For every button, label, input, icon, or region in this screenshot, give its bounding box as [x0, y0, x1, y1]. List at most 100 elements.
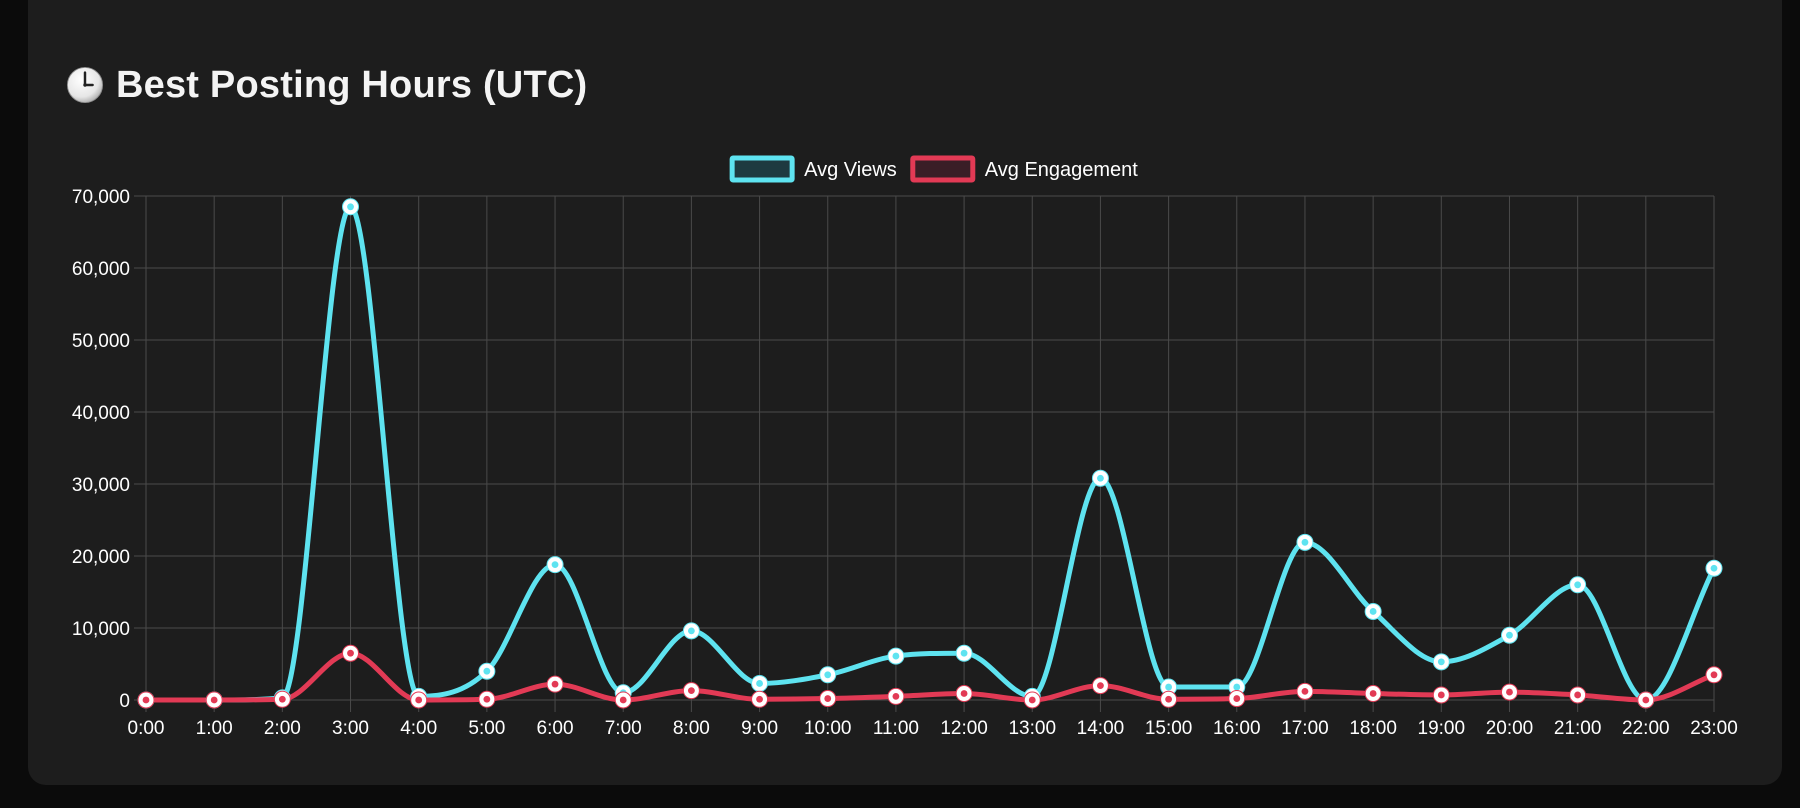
data-point-dot [1233, 695, 1241, 702]
data-point[interactable] [137, 691, 155, 709]
x-tick-label: 3:00 [332, 718, 369, 739]
data-point-dot [551, 680, 559, 688]
x-tick-label: 13:00 [1008, 718, 1056, 739]
data-point-dot [960, 649, 968, 657]
x-axis: 0:00 1:00 2:00 3:00 4:00 5:00 6:00 7:00 8:00 9:00… [128, 718, 1738, 739]
data-point[interactable] [682, 682, 700, 700]
series-layer [137, 198, 1723, 709]
data-point[interactable] [1160, 678, 1178, 696]
data-point-dot [824, 695, 832, 702]
data-point[interactable] [1705, 559, 1723, 577]
data-point-dot [1437, 691, 1445, 699]
data-point[interactable] [1500, 626, 1518, 644]
data-point-dot [1710, 564, 1718, 572]
legend-label: Avg Engagement [985, 159, 1139, 181]
series-line-0 [143, 204, 1717, 703]
data-point[interactable] [1569, 686, 1587, 704]
grid [134, 195, 1715, 712]
x-tick-label: 23:00 [1690, 718, 1738, 739]
data-point-dot [551, 561, 559, 569]
y-tick-label: 20,000 [72, 547, 130, 568]
series-line-1 [143, 650, 1717, 703]
data-point-dot [1574, 691, 1582, 699]
data-point-dot [210, 696, 218, 704]
data-point-dot [1506, 688, 1513, 696]
data-point[interactable] [1296, 533, 1314, 551]
x-tick-label: 22:00 [1622, 718, 1670, 739]
data-point-dot [483, 667, 491, 675]
data-point[interactable] [1364, 685, 1382, 703]
data-point[interactable] [1228, 690, 1246, 708]
data-point-dot [1642, 696, 1650, 704]
data-point[interactable] [751, 674, 769, 692]
data-point[interactable] [1432, 686, 1450, 704]
y-tick-label: 30,000 [72, 475, 130, 496]
x-tick-label: 17:00 [1281, 718, 1329, 739]
data-point[interactable] [1705, 666, 1723, 684]
data-point[interactable] [342, 198, 360, 216]
clock-icon [66, 66, 104, 104]
x-tick-label: 7:00 [605, 718, 642, 739]
data-point[interactable] [751, 690, 769, 708]
data-point[interactable] [614, 691, 632, 709]
data-point-dot [1301, 687, 1309, 695]
data-point-dot [756, 695, 763, 703]
x-tick-label: 10:00 [804, 718, 852, 739]
y-tick-label: 40,000 [72, 403, 130, 424]
data-point-dot [687, 627, 695, 635]
data-point[interactable] [273, 690, 291, 708]
data-point[interactable] [205, 691, 223, 709]
data-point[interactable] [887, 687, 905, 705]
data-point-dot [347, 203, 354, 211]
data-point[interactable] [955, 644, 973, 662]
data-point[interactable] [410, 691, 428, 709]
data-point-dot [1233, 683, 1241, 691]
legend[interactable]: Avg Views Avg Engagement [729, 155, 1139, 183]
data-point-dot [619, 696, 627, 704]
data-point-dot [278, 695, 286, 703]
data-point[interactable] [1091, 469, 1109, 487]
legend-item[interactable]: Avg Engagement [910, 155, 1139, 183]
data-point-dot [1097, 474, 1104, 482]
y-tick-label: 60,000 [72, 259, 130, 280]
legend-label: Avg Views [804, 159, 897, 181]
data-point[interactable] [478, 690, 496, 708]
data-point[interactable] [478, 662, 496, 680]
data-point[interactable] [342, 644, 360, 662]
data-point-dot [1369, 608, 1377, 615]
data-point[interactable] [887, 647, 905, 665]
x-tick-label: 18:00 [1349, 718, 1397, 739]
data-point[interactable] [1160, 690, 1178, 708]
data-point-dot [687, 687, 695, 695]
data-point[interactable] [1364, 602, 1382, 620]
data-point-dot [824, 671, 832, 679]
x-tick-label: 11:00 [873, 718, 919, 739]
data-point[interactable] [1023, 691, 1041, 709]
legend-item[interactable]: Avg Views [729, 155, 897, 183]
data-point-dot [483, 695, 491, 703]
data-point[interactable] [819, 690, 837, 708]
data-point[interactable] [1569, 576, 1587, 594]
data-point[interactable] [955, 685, 973, 703]
data-point[interactable] [1500, 683, 1518, 701]
data-point[interactable] [1296, 682, 1314, 700]
y-axis: 0 10,000 20,000 30,000 40,000 50,000 60,000 70,… [72, 187, 130, 712]
data-point[interactable] [1637, 691, 1655, 709]
x-tick-label: 2:00 [264, 718, 301, 739]
x-tick-label: 6:00 [537, 718, 574, 739]
data-point-dot [347, 649, 354, 657]
data-point[interactable] [682, 622, 700, 640]
data-point-dot [1506, 631, 1513, 639]
legend-swatch [729, 155, 795, 183]
data-point[interactable] [546, 675, 564, 693]
x-tick-label: 20:00 [1486, 718, 1534, 739]
x-tick-label: 16:00 [1213, 718, 1261, 739]
data-point[interactable] [1432, 653, 1450, 671]
data-point[interactable] [1228, 678, 1246, 696]
data-point[interactable] [1091, 677, 1109, 695]
data-point[interactable] [819, 666, 837, 684]
x-tick-label: 21:00 [1554, 718, 1602, 739]
data-point[interactable] [546, 556, 564, 574]
data-point-dot [960, 690, 968, 697]
